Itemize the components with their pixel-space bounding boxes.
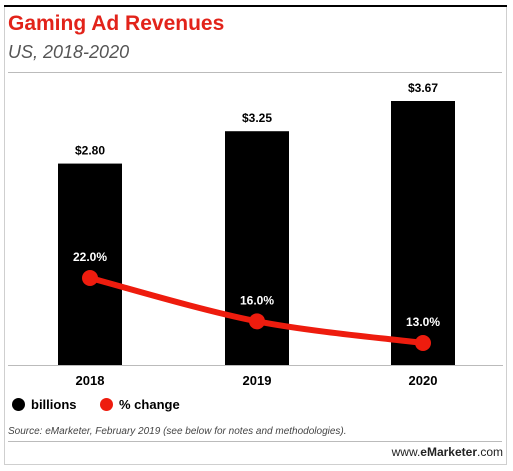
chart-subtitle: US, 2018-2020 xyxy=(8,42,130,62)
bar-value-label-2020: $3.67 xyxy=(408,81,438,95)
pct-change-label-2020: 13.0% xyxy=(406,315,440,329)
legend-billions: billions xyxy=(12,397,77,412)
top-rule xyxy=(4,5,507,7)
subtitle-divider xyxy=(8,72,502,73)
line-layer xyxy=(82,270,431,351)
pct-change-point-2020 xyxy=(415,335,431,351)
bar-value-label-2019: $3.25 xyxy=(242,111,272,125)
brand-suffix: .com xyxy=(476,445,503,459)
bars-layer xyxy=(8,101,503,366)
chart-title: Gaming Ad Revenues xyxy=(8,12,225,35)
legend-label-billions: billions xyxy=(31,397,77,412)
legend-pct-change: % change xyxy=(100,397,180,412)
labels-layer: $2.80 2018 $3.25 2019 $3.67 2020 22.0% 16.0% 13.… xyxy=(73,81,440,388)
legend-swatch-billions xyxy=(12,398,25,411)
bar-2020 xyxy=(391,101,455,365)
brand-name: eMarketer xyxy=(420,445,477,459)
bar-2019 xyxy=(225,131,289,365)
pct-change-point-2019 xyxy=(249,313,265,330)
bar-2018 xyxy=(58,163,122,365)
source-note: Source: eMarketer, February 2019 (see be… xyxy=(8,426,347,437)
pct-change-label-2018: 22.0% xyxy=(73,250,107,264)
bar-value-label-2018: $2.80 xyxy=(75,144,105,158)
brand-mark: www.eMarketer.com xyxy=(392,445,503,459)
legend-label-pct-change: % change xyxy=(119,397,180,412)
footer-divider xyxy=(8,441,502,442)
x-tick-label-2020: 2020 xyxy=(409,373,438,388)
x-tick-label-2019: 2019 xyxy=(243,373,272,388)
brand-prefix: www. xyxy=(391,445,421,459)
x-tick-label-2018: 2018 xyxy=(76,373,105,388)
pct-change-point-2018 xyxy=(82,270,98,286)
legend-swatch-pct-change xyxy=(100,398,113,411)
pct-change-label-2019: 16.0% xyxy=(240,293,274,307)
